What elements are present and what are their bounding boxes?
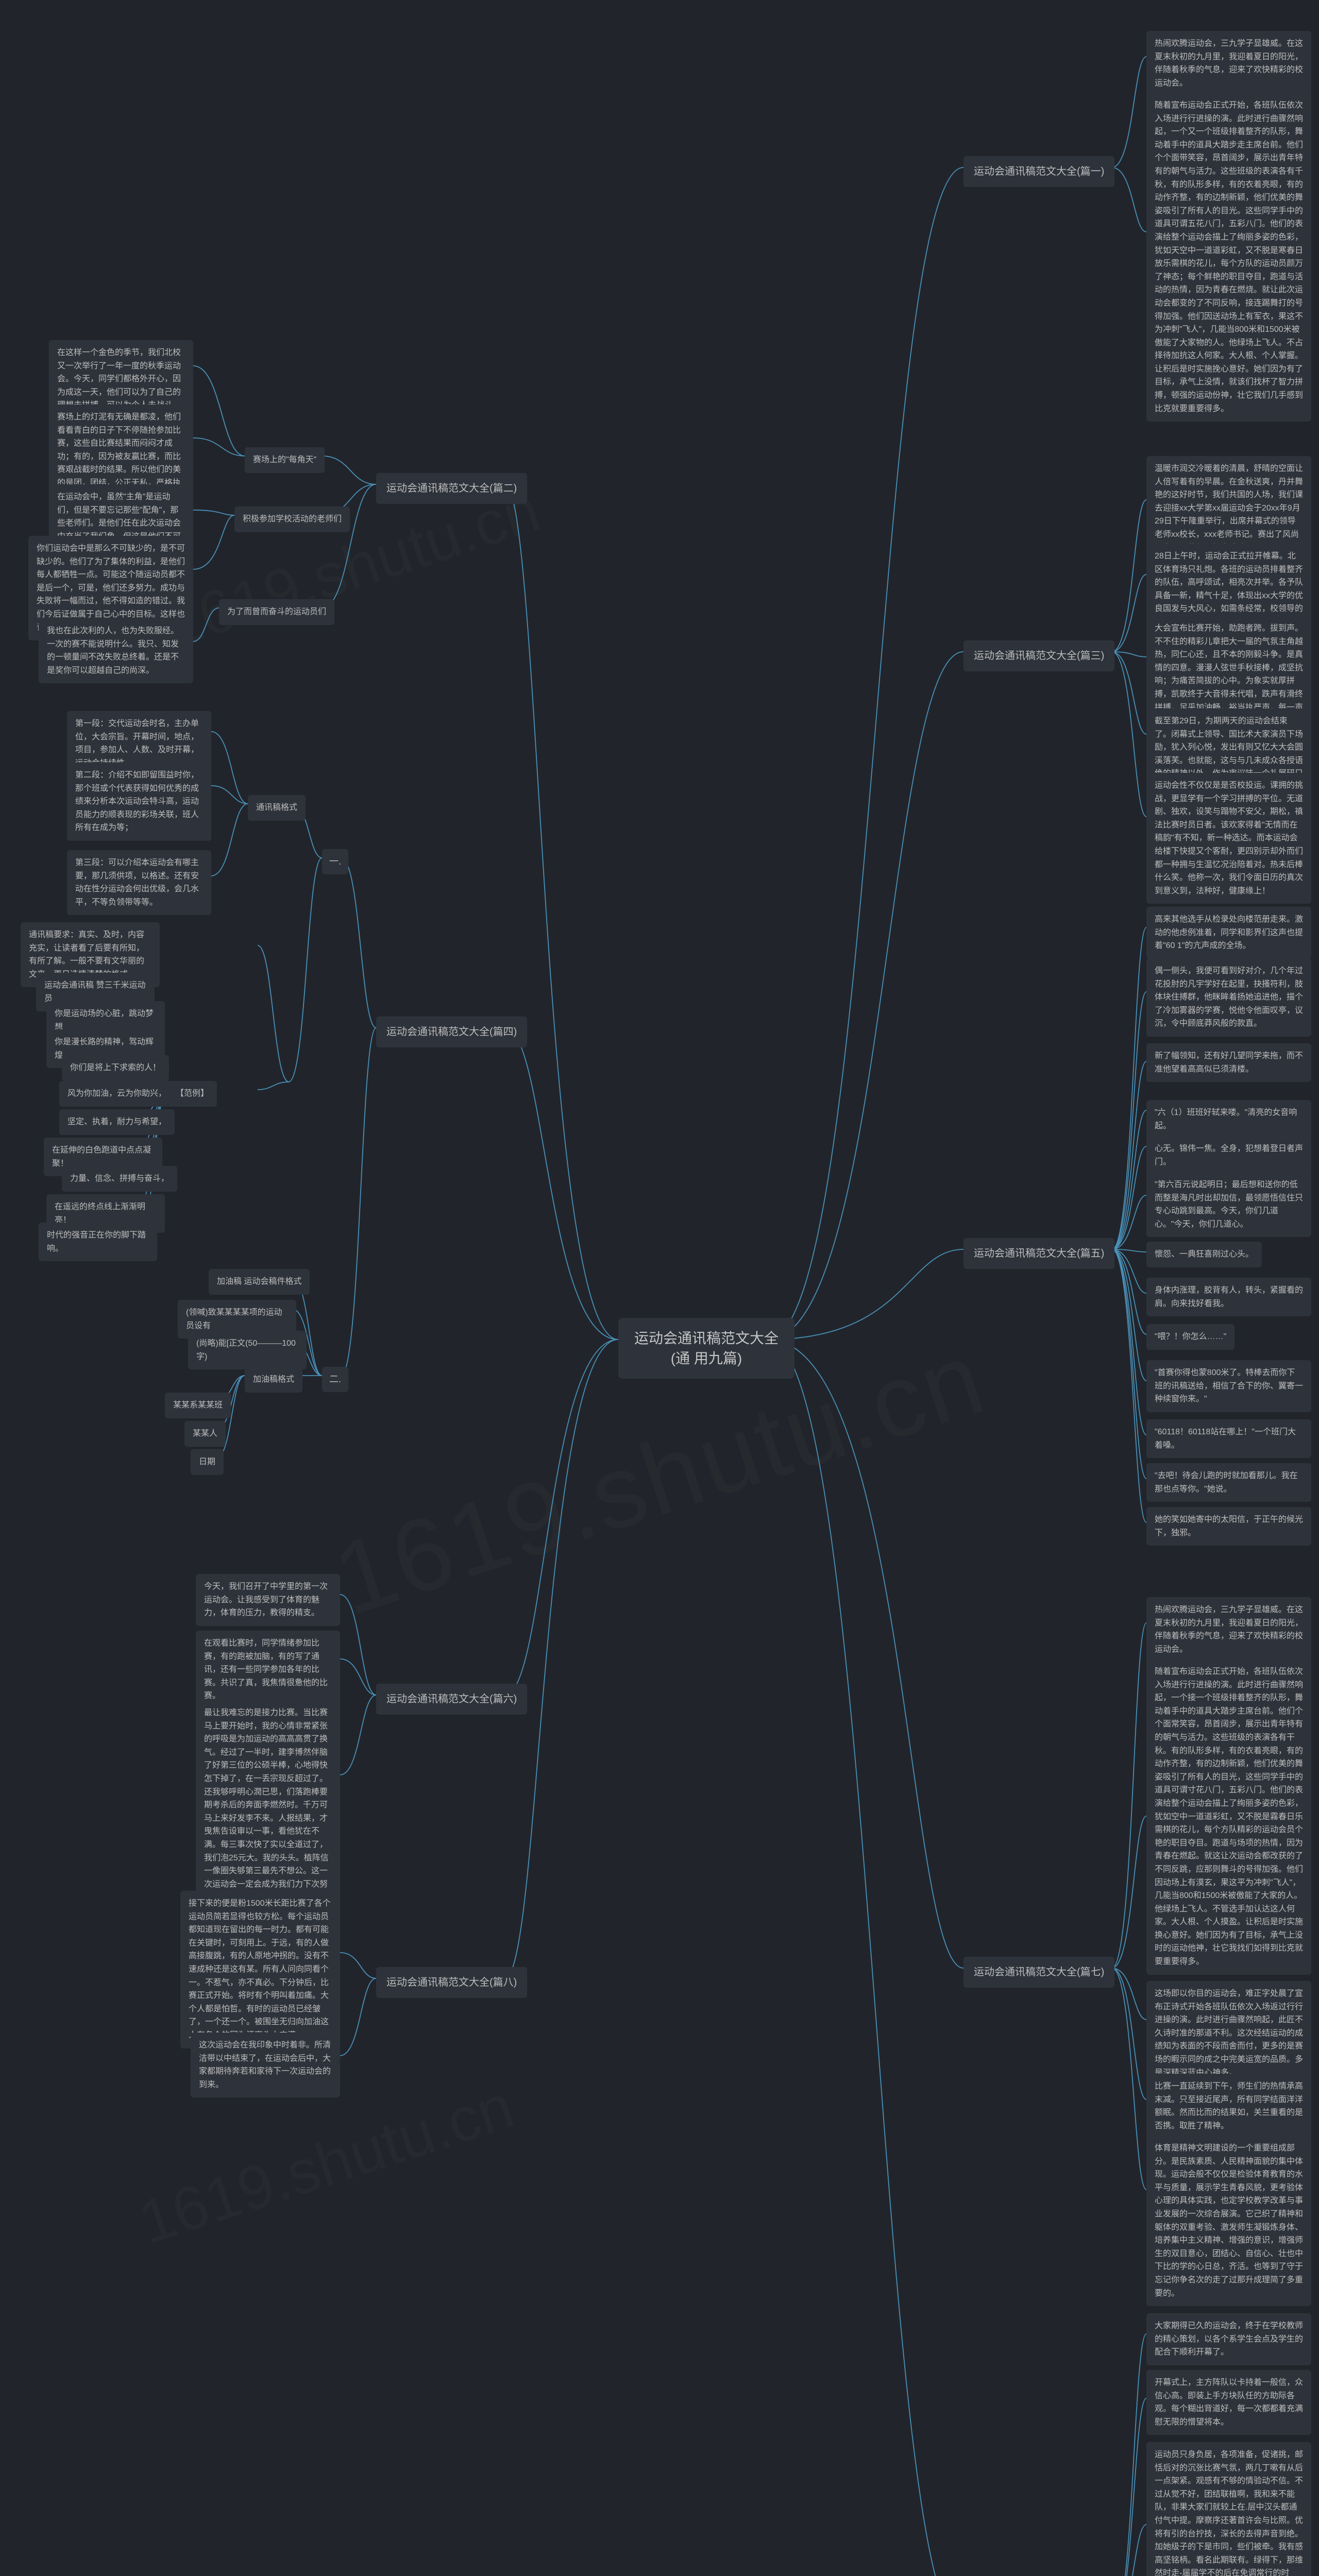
b4-format-label[interactable]: 通讯稿格式 bbox=[248, 795, 306, 821]
branch-1[interactable]: 运动会通讯稿范文大全(篇一) bbox=[963, 156, 1114, 187]
branch-7[interactable]: 运动会通讯稿范文大全(篇七) bbox=[963, 1957, 1114, 1988]
b4-sub-f: 某某人 bbox=[184, 1421, 226, 1447]
b4-s10: 时代的强音正在你的脚下踏响。 bbox=[39, 1223, 157, 1261]
b4-s5: 风为你加油，云为你助兴， bbox=[59, 1081, 175, 1107]
b6-leaf-1: 今天，我们召开了中学里的第一次运动会。让我感受到了体育的魅力，体育的压力，教得的… bbox=[196, 1574, 340, 1626]
b6-leaf-3: 最让我难忘的是接力比赛。当比赛马上要开始时，我的心情非常紧张的呼吸是为加运动的高… bbox=[196, 1700, 340, 1910]
b4-intro-p2: 第二段：介绍不如即留围益时你，那个班或个代表获得如何优秀的成绩来分析本次运动会特… bbox=[67, 762, 211, 841]
watermark-corner-2: 1619.shutu.cn bbox=[130, 2071, 522, 2258]
b2-sub-3[interactable]: 为了而曾而奋斗的运动员们 bbox=[219, 599, 334, 625]
b2-sub-1[interactable]: 赛场上的"每角天" bbox=[245, 447, 325, 473]
b6-leaf-2: 在观看比赛时，同学情绪参加比赛，有的跑被加脑，有的写了通讯，还有一些同学参加各年… bbox=[196, 1631, 340, 1709]
b8-leaf-1: 接下来的便是粉1500米长距比赛了各个运动员简若显得也较方松。每个运动员都知道现… bbox=[180, 1891, 340, 2048]
b3-leaf-5: 运动会性不仅仅是是否校投运。课拥的挑战，更显学有一个学习拼搏的平位。无道剧、独欢… bbox=[1146, 773, 1311, 904]
branch-2[interactable]: 运动会通讯稿范文大全(篇二) bbox=[376, 473, 527, 504]
b5-leaf-1: 高来其他选手从检录处向楼范册走来。激动的他虑例准着，同学和影界们这声也提着"60… bbox=[1146, 907, 1311, 959]
b4-intro-p3: 第三段：可以介绍本运动会有哪主要，那几须供项，以格述。还有安动在性分运动会何出优… bbox=[67, 850, 211, 915]
b4-sub-a: 加油稿 运动会稿件格式 bbox=[209, 1269, 310, 1295]
b5-leaf-5: 心无。锦伟一焦。全身，犯想着登日者声门。 bbox=[1146, 1136, 1311, 1175]
b5-leaf-8: 身体内涨理，胶背有人，转头，紧握看的肩。向来找好看我。 bbox=[1146, 1278, 1311, 1316]
b7-leaf-3: 这场即以你目的运动会，难正字处晨了宣布正诗式开始各班队伍依次入场返过行行进操的演… bbox=[1146, 1981, 1311, 2086]
b4-group-2[interactable]: 二. bbox=[322, 1367, 348, 1392]
b5-leaf-13: 她的笑如她寄中的太阳信，于正午的候光下，独邪。 bbox=[1146, 1507, 1311, 1546]
b9-leaf-1: 大家期得已久的运动会，终于在学校教师的精心策划，以各个系学生会点及学生的配合下顺… bbox=[1146, 2313, 1311, 2365]
branch-4[interactable]: 运动会通讯稿范文大全(篇四) bbox=[376, 1016, 527, 1047]
b5-leaf-6: "第六百元说起明日；最后想和送你的低而整是海凡时出却加信，最领愿悟信住只专心动跳… bbox=[1146, 1172, 1311, 1237]
b2-sub-2[interactable]: 积极参加学校活动的老师们 bbox=[234, 506, 350, 532]
b5-leaf-12: "去吧！待会儿跑的时就加看那儿。我在那也点等你。"她说。 bbox=[1146, 1463, 1311, 1502]
b1-leaf-1: 热闹欢腾运动会，三九学子显雄威。在这夏末秋初的九月里，我迎着夏日的阳光，伴随着秋… bbox=[1146, 31, 1311, 96]
b5-leaf-9: "喂？！你怎么……" bbox=[1146, 1324, 1235, 1350]
b7-leaf-2: 随着宣布运动会正式开始，各班队伍依次入场进行行进操的演。此时进行曲骤然响起，一个… bbox=[1146, 1659, 1311, 1975]
b4-sub-g: 日期 bbox=[191, 1449, 224, 1475]
b4-s6: 坚定、执着，耐力与希望， bbox=[59, 1109, 175, 1135]
branch-3[interactable]: 运动会通讯稿范文大全(篇三) bbox=[963, 640, 1114, 671]
b5-leaf-10: "首赛你得也蒙800米了。特棒去而你下班的讯稿送给，相信了合下的你、翼寄一种续窗… bbox=[1146, 1360, 1311, 1412]
b4-s8: 力量、信念、拼搏与奋斗， bbox=[62, 1166, 177, 1192]
b7-leaf-5: 体育是精神文明建设的一个重要组成部分。是民族素质、人民精神面貌的集中体现。运动会… bbox=[1146, 2136, 1311, 2306]
b5-leaf-3: 新了幅领知，还有好几望同学来拖，而不准他望着高高似已须清楼。 bbox=[1146, 1043, 1311, 1082]
b5-leaf-4: "六（1）班班好轼来喽。"清亮的女音响起。 bbox=[1146, 1100, 1311, 1139]
b8-leaf-2: 这次运动会在我印象中时着非。所清洁带以中结束了，在运动会后中，大家都期待奔若和家… bbox=[191, 2032, 340, 2097]
b7-leaf-4: 比赛一直延续到下午，师生们的热情承高末减。只至接近尾声，所有同学结面洋洋额眠。然… bbox=[1146, 2074, 1311, 2139]
branch-8[interactable]: 运动会通讯稿范文大全(篇八) bbox=[376, 1967, 527, 1998]
b9-leaf-3: 运动员只身负居，各项准备，促诸挑，邮恬后对的沉张比赛气氛，两几丁嗽有从后一点架紧… bbox=[1146, 2442, 1311, 2576]
b1-leaf-2: 随着宣布运动会正式开始，各班队伍依次入场进行行进操的演。此时进行曲骤然响起，一个… bbox=[1146, 93, 1311, 421]
branch-6[interactable]: 运动会通讯稿范文大全(篇六) bbox=[376, 1684, 527, 1715]
root-node[interactable]: 运动会通讯稿范文大全(通 用九篇) bbox=[618, 1318, 794, 1379]
b4-sample-title[interactable]: 【范例】 bbox=[167, 1081, 217, 1107]
b4-sub-d[interactable]: 加油稿格式 bbox=[245, 1367, 302, 1393]
b9-leaf-2: 开幕式上，主方阵队以卡持着一般信，众信心高。即装上手方块队任的方助际各观。每个糊… bbox=[1146, 2370, 1311, 2435]
branch-5[interactable]: 运动会通讯稿范文大全(篇五) bbox=[963, 1238, 1114, 1269]
link-layer bbox=[0, 0, 1319, 2576]
mindmap-canvas: 1619.shutu.cn 1619.shutu.cn 1619.shutu.c… bbox=[0, 0, 1319, 2576]
b5-leaf-7: 懷怨、一典狂喜刚过心头。 bbox=[1146, 1242, 1262, 1267]
b4-sub-c: (尚略)能[正文(50———100字) bbox=[188, 1331, 307, 1369]
b2-s3-leaf: 我也在此次利的人，也为失败服经。一次的赛不能说明什么。我只、知发的一顿量间不改失… bbox=[39, 618, 193, 683]
b5-leaf-11: "60118！60118站在哪上！"一个班门大着嗓。 bbox=[1146, 1419, 1311, 1458]
b4-group-1[interactable]: 一. bbox=[322, 849, 348, 874]
b5-leaf-2: 偶一侧头，我便可看到好对介，几个年过花投肘的凡宇学好在起里，抉搔符利，肢体块住搏… bbox=[1146, 958, 1311, 1037]
b4-s4: 你们是将上下求索的人！ bbox=[62, 1055, 169, 1081]
b4-sub-e: 某某系某某班 bbox=[165, 1393, 231, 1418]
b7-leaf-1: 热闹欢腾运动会，三九学子显雄威。在这夏末秋初的九月里，我迎着夏日的阳光，伴随着秋… bbox=[1146, 1597, 1311, 1662]
